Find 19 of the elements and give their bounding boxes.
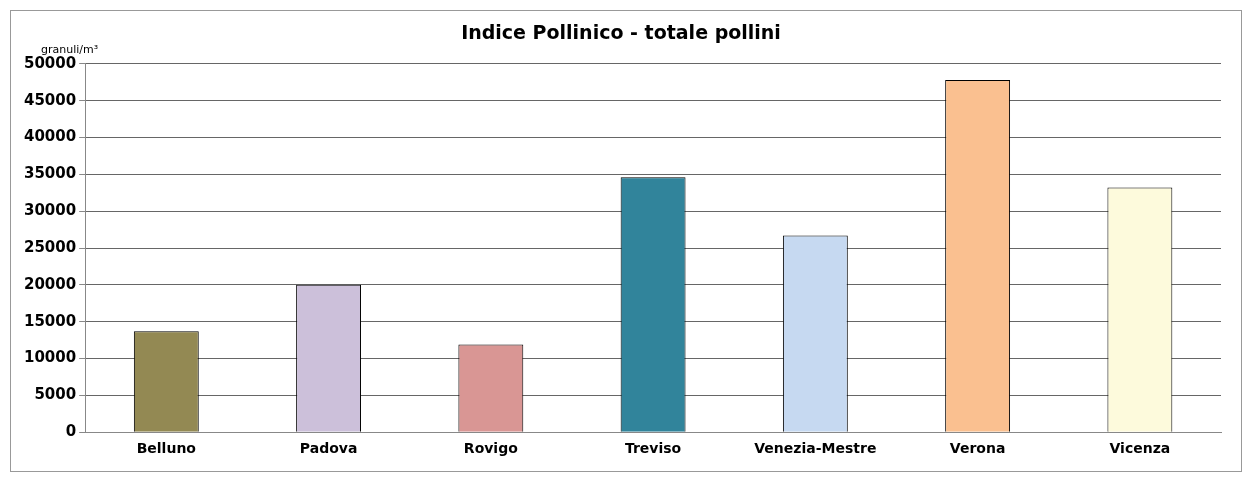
x-tick-label: Belluno bbox=[136, 440, 197, 457]
y-tick-label: 5000 bbox=[34, 385, 77, 404]
y-tick-label: 40000 bbox=[24, 127, 77, 146]
x-tick-label: Treviso bbox=[624, 440, 682, 457]
x-tick-label: Rovigo bbox=[463, 440, 519, 457]
y-axis-title: granuli/m³ bbox=[41, 43, 99, 57]
y-tick-label: 10000 bbox=[24, 348, 77, 367]
x-tick-label: Venezia-Mestre bbox=[754, 440, 877, 457]
y-tick-label: 0 bbox=[65, 422, 77, 441]
y-tick-label: 20000 bbox=[24, 274, 77, 293]
y-tick-label: 45000 bbox=[24, 90, 77, 109]
y-tick-label: 30000 bbox=[24, 201, 77, 220]
y-tick-label: 25000 bbox=[24, 237, 77, 256]
x-tick-label: Vicenza bbox=[1109, 440, 1171, 457]
x-tick-label: Verona bbox=[949, 440, 1006, 457]
y-tick-label: 15000 bbox=[24, 311, 77, 330]
x-tick-label: Padova bbox=[299, 440, 358, 457]
chart-title: Indice Pollinico - totale pollini bbox=[461, 21, 781, 44]
y-tick-label: 35000 bbox=[24, 164, 77, 183]
